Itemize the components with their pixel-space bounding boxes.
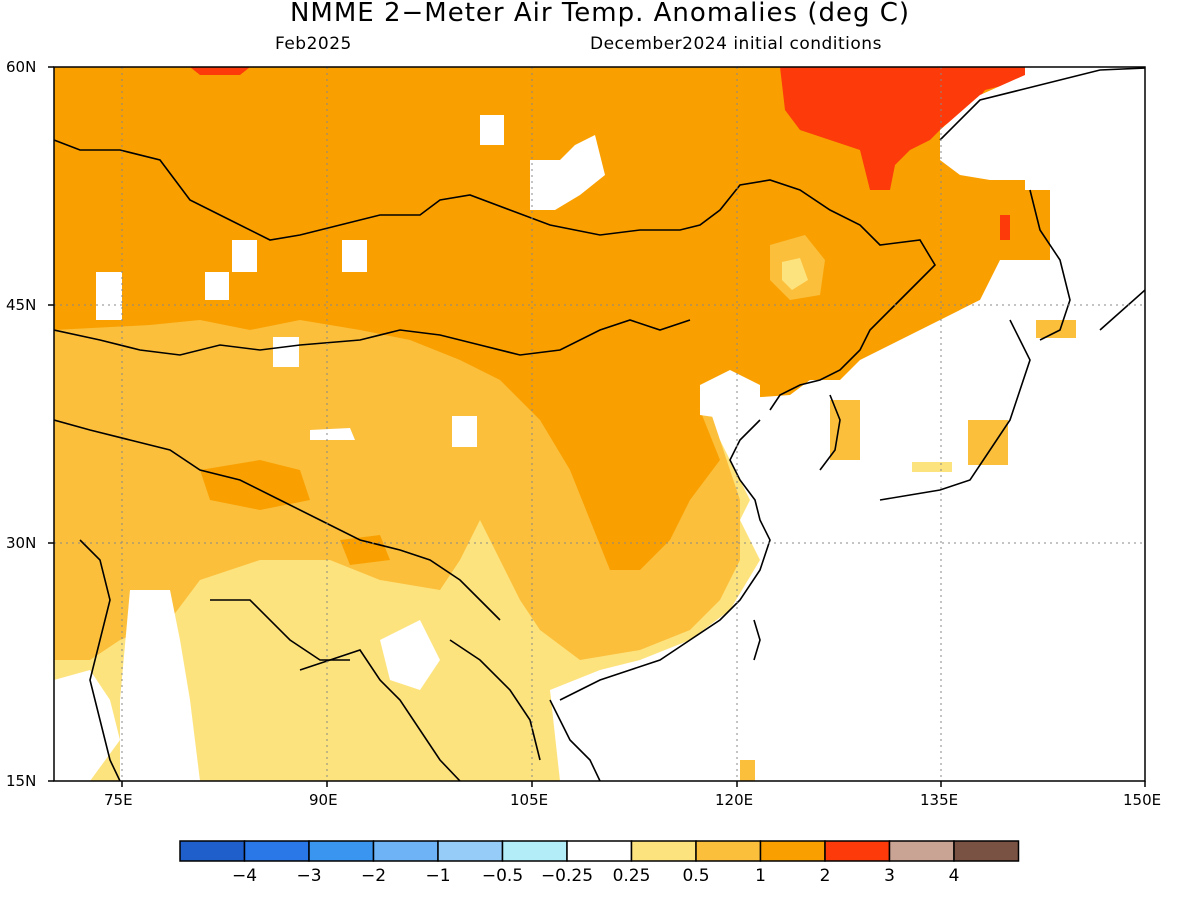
- colorbar-swatch: [437, 840, 504, 862]
- colorbar-tick-label: −4: [231, 866, 258, 886]
- lon-label-75e: 75E: [104, 791, 133, 809]
- anomaly-region-2-3: [190, 67, 1025, 190]
- colorbar-tick-label: 0.5: [682, 866, 710, 886]
- lon-label-90e: 90E: [309, 791, 338, 809]
- anomaly-region-1-2: [54, 67, 1050, 570]
- colorbar-swatch: [759, 840, 826, 862]
- lat-label-15n: 15N: [6, 772, 37, 790]
- lon-label-120e: 120E: [715, 791, 754, 809]
- colorbar-tick-label: −0.25: [540, 866, 594, 886]
- colorbar-tick-label: 0.25: [612, 866, 651, 886]
- colorbar-tick-label: −2: [360, 866, 387, 886]
- colorbar-swatch: [372, 840, 439, 862]
- colorbar-tick-label: −3: [296, 866, 322, 886]
- colorbar-swatch: [501, 840, 568, 862]
- lat-label-45n: 45N: [6, 296, 37, 314]
- colorbar-swatch: [953, 840, 1020, 862]
- colorbar-tick-label: 2: [819, 866, 831, 886]
- axis-ticks: [48, 66, 1146, 787]
- colorbar: [179, 840, 1020, 862]
- lon-label-105e: 105E: [510, 791, 549, 809]
- colorbar-swatch: [243, 840, 310, 862]
- colorbar-tick-label: 1: [755, 866, 766, 886]
- anomaly-region-2-3-small: [1000, 215, 1010, 240]
- colorbar-swatch: [630, 840, 697, 862]
- colorbar-tick-label: −1: [425, 866, 451, 886]
- valid-month-label: Feb2025: [275, 34, 352, 54]
- colorbar-swatch: [566, 840, 633, 862]
- colorbar-swatch: [888, 840, 955, 862]
- map-frame: [53, 66, 1146, 782]
- lon-label-135e: 135E: [920, 791, 959, 809]
- colorbar-tick-label: 4: [948, 866, 960, 886]
- coastlines-and-borders: [54, 67, 1145, 781]
- colorbar-swatch: [179, 840, 246, 862]
- colorbar-tick-label: −0.5: [481, 866, 524, 886]
- colorbar-swatch: [824, 840, 891, 862]
- colorbar-swatch: [695, 840, 762, 862]
- colorbar-swatch: [308, 840, 375, 862]
- anomaly-fill-layer: [54, 67, 1145, 781]
- anomaly-region-1-2-south: [200, 460, 310, 510]
- init-conditions-label: December2024 initial conditions: [590, 34, 882, 54]
- anomaly-region-0.25-0.5-northeast: [782, 258, 808, 290]
- anomaly-region-1-2-tibet: [340, 535, 390, 565]
- lon-label-150e: 150E: [1123, 791, 1162, 809]
- map-title: NMME 2−Meter Air Temp. Anomalies (deg C): [289, 0, 911, 28]
- graticule: [54, 67, 1145, 781]
- lat-label-60n: 60N: [6, 58, 37, 76]
- lat-label-30n: 30N: [6, 534, 37, 552]
- colorbar-tick-label: 3: [884, 866, 895, 886]
